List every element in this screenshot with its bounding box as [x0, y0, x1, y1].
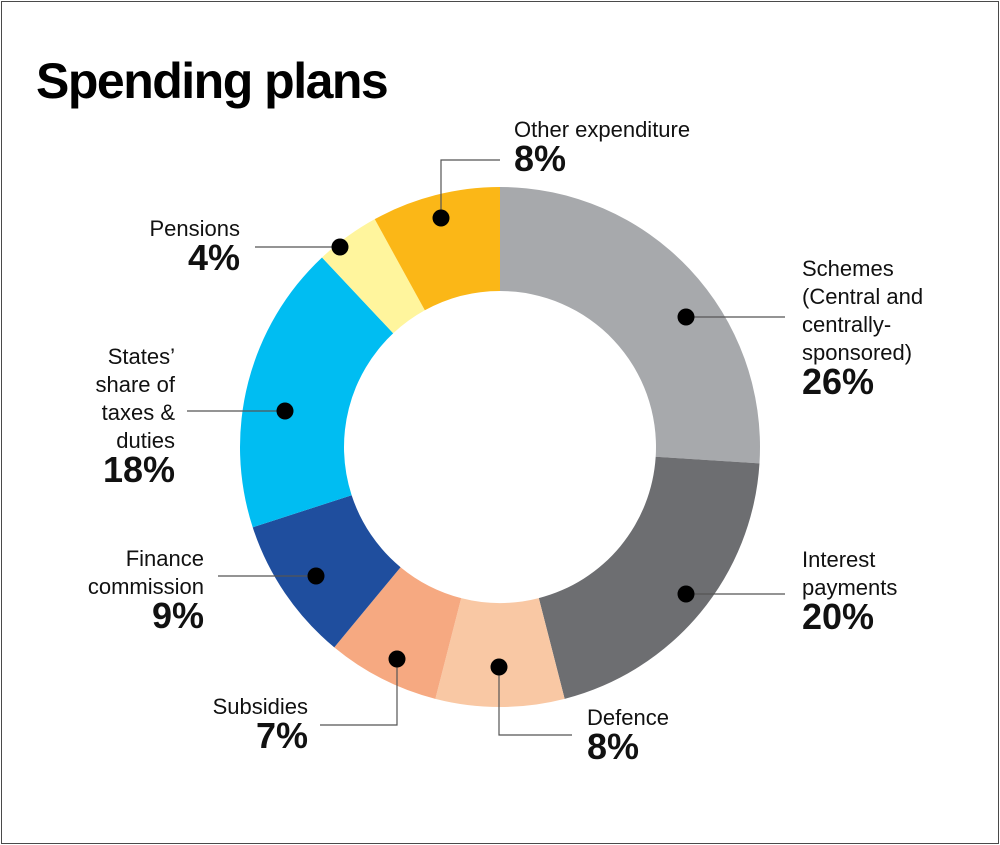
slice-label-schemes-central-and-centrally-sponsored: (Central and [802, 284, 923, 309]
slice-defence [435, 598, 565, 708]
marker-dot-schemes-central-and-centrally-sponsored [677, 308, 695, 326]
slice-label-schemes-central-and-centrally-sponsored: Schemes [802, 256, 894, 281]
slice-value-other-expenditure: 8% [514, 138, 566, 179]
slice-interest-payments [538, 456, 760, 699]
slice-label-states-share-of-taxes-duties: share of [96, 372, 176, 397]
slice-states-share-of-taxes-duties [240, 257, 394, 528]
slice-value-finance-commission: 9% [152, 595, 204, 636]
slice-label-states-share-of-taxes-duties: taxes & [102, 400, 176, 425]
slice-value-subsidies: 7% [256, 715, 308, 756]
marker-dot-finance-commission [307, 567, 325, 585]
slice-label-schemes-central-and-centrally-sponsored: centrally- [802, 312, 891, 337]
slice-finance-commission [252, 495, 401, 648]
slice-label-subsidies: Subsidies [213, 694, 308, 719]
marker-dot-states-share-of-taxes-duties [276, 402, 294, 420]
slice-other-expenditure [374, 187, 500, 311]
slice-schemes-central-and-centrally-sponsored [500, 187, 760, 464]
slice-value-pensions: 4% [188, 237, 240, 278]
slice-label-other-expenditure: Other expenditure [514, 117, 690, 142]
slice-value-states-share-of-taxes-duties: 18% [103, 449, 175, 490]
marker-dot-subsidies [388, 650, 406, 668]
slice-subsidies [334, 567, 462, 699]
slice-label-states-share-of-taxes-duties: States’ [108, 344, 175, 369]
chart-title: Spending plans [36, 53, 389, 109]
slice-label-pensions: Pensions [149, 216, 240, 241]
leader-line-other-expenditure [440, 159, 500, 218]
slice-label-schemes-central-and-centrally-sponsored: sponsored) [802, 340, 912, 365]
slice-label-finance-commission: commission [88, 574, 204, 599]
slice-value-defence: 8% [587, 726, 639, 767]
marker-dot-other-expenditure [432, 209, 450, 227]
marker-dot-defence [490, 658, 508, 676]
leader-line-defence [498, 667, 572, 736]
slice-label-interest-payments: Interest [802, 547, 875, 572]
slice-value-interest-payments: 20% [802, 596, 874, 637]
slice-label-interest-payments: payments [802, 575, 897, 600]
slice-label-states-share-of-taxes-duties: duties [116, 428, 175, 453]
marker-dot-pensions [331, 238, 349, 256]
slice-label-defence: Defence [587, 705, 669, 730]
marker-dot-interest-payments [677, 585, 695, 603]
slice-label-finance-commission: Finance [126, 546, 204, 571]
slice-value-schemes-central-and-centrally-sponsored: 26% [802, 361, 874, 402]
leader-line-subsidies [320, 659, 398, 726]
